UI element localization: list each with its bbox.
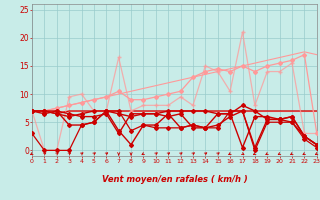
X-axis label: Vent moyen/en rafales ( km/h ): Vent moyen/en rafales ( km/h ) <box>101 175 247 184</box>
